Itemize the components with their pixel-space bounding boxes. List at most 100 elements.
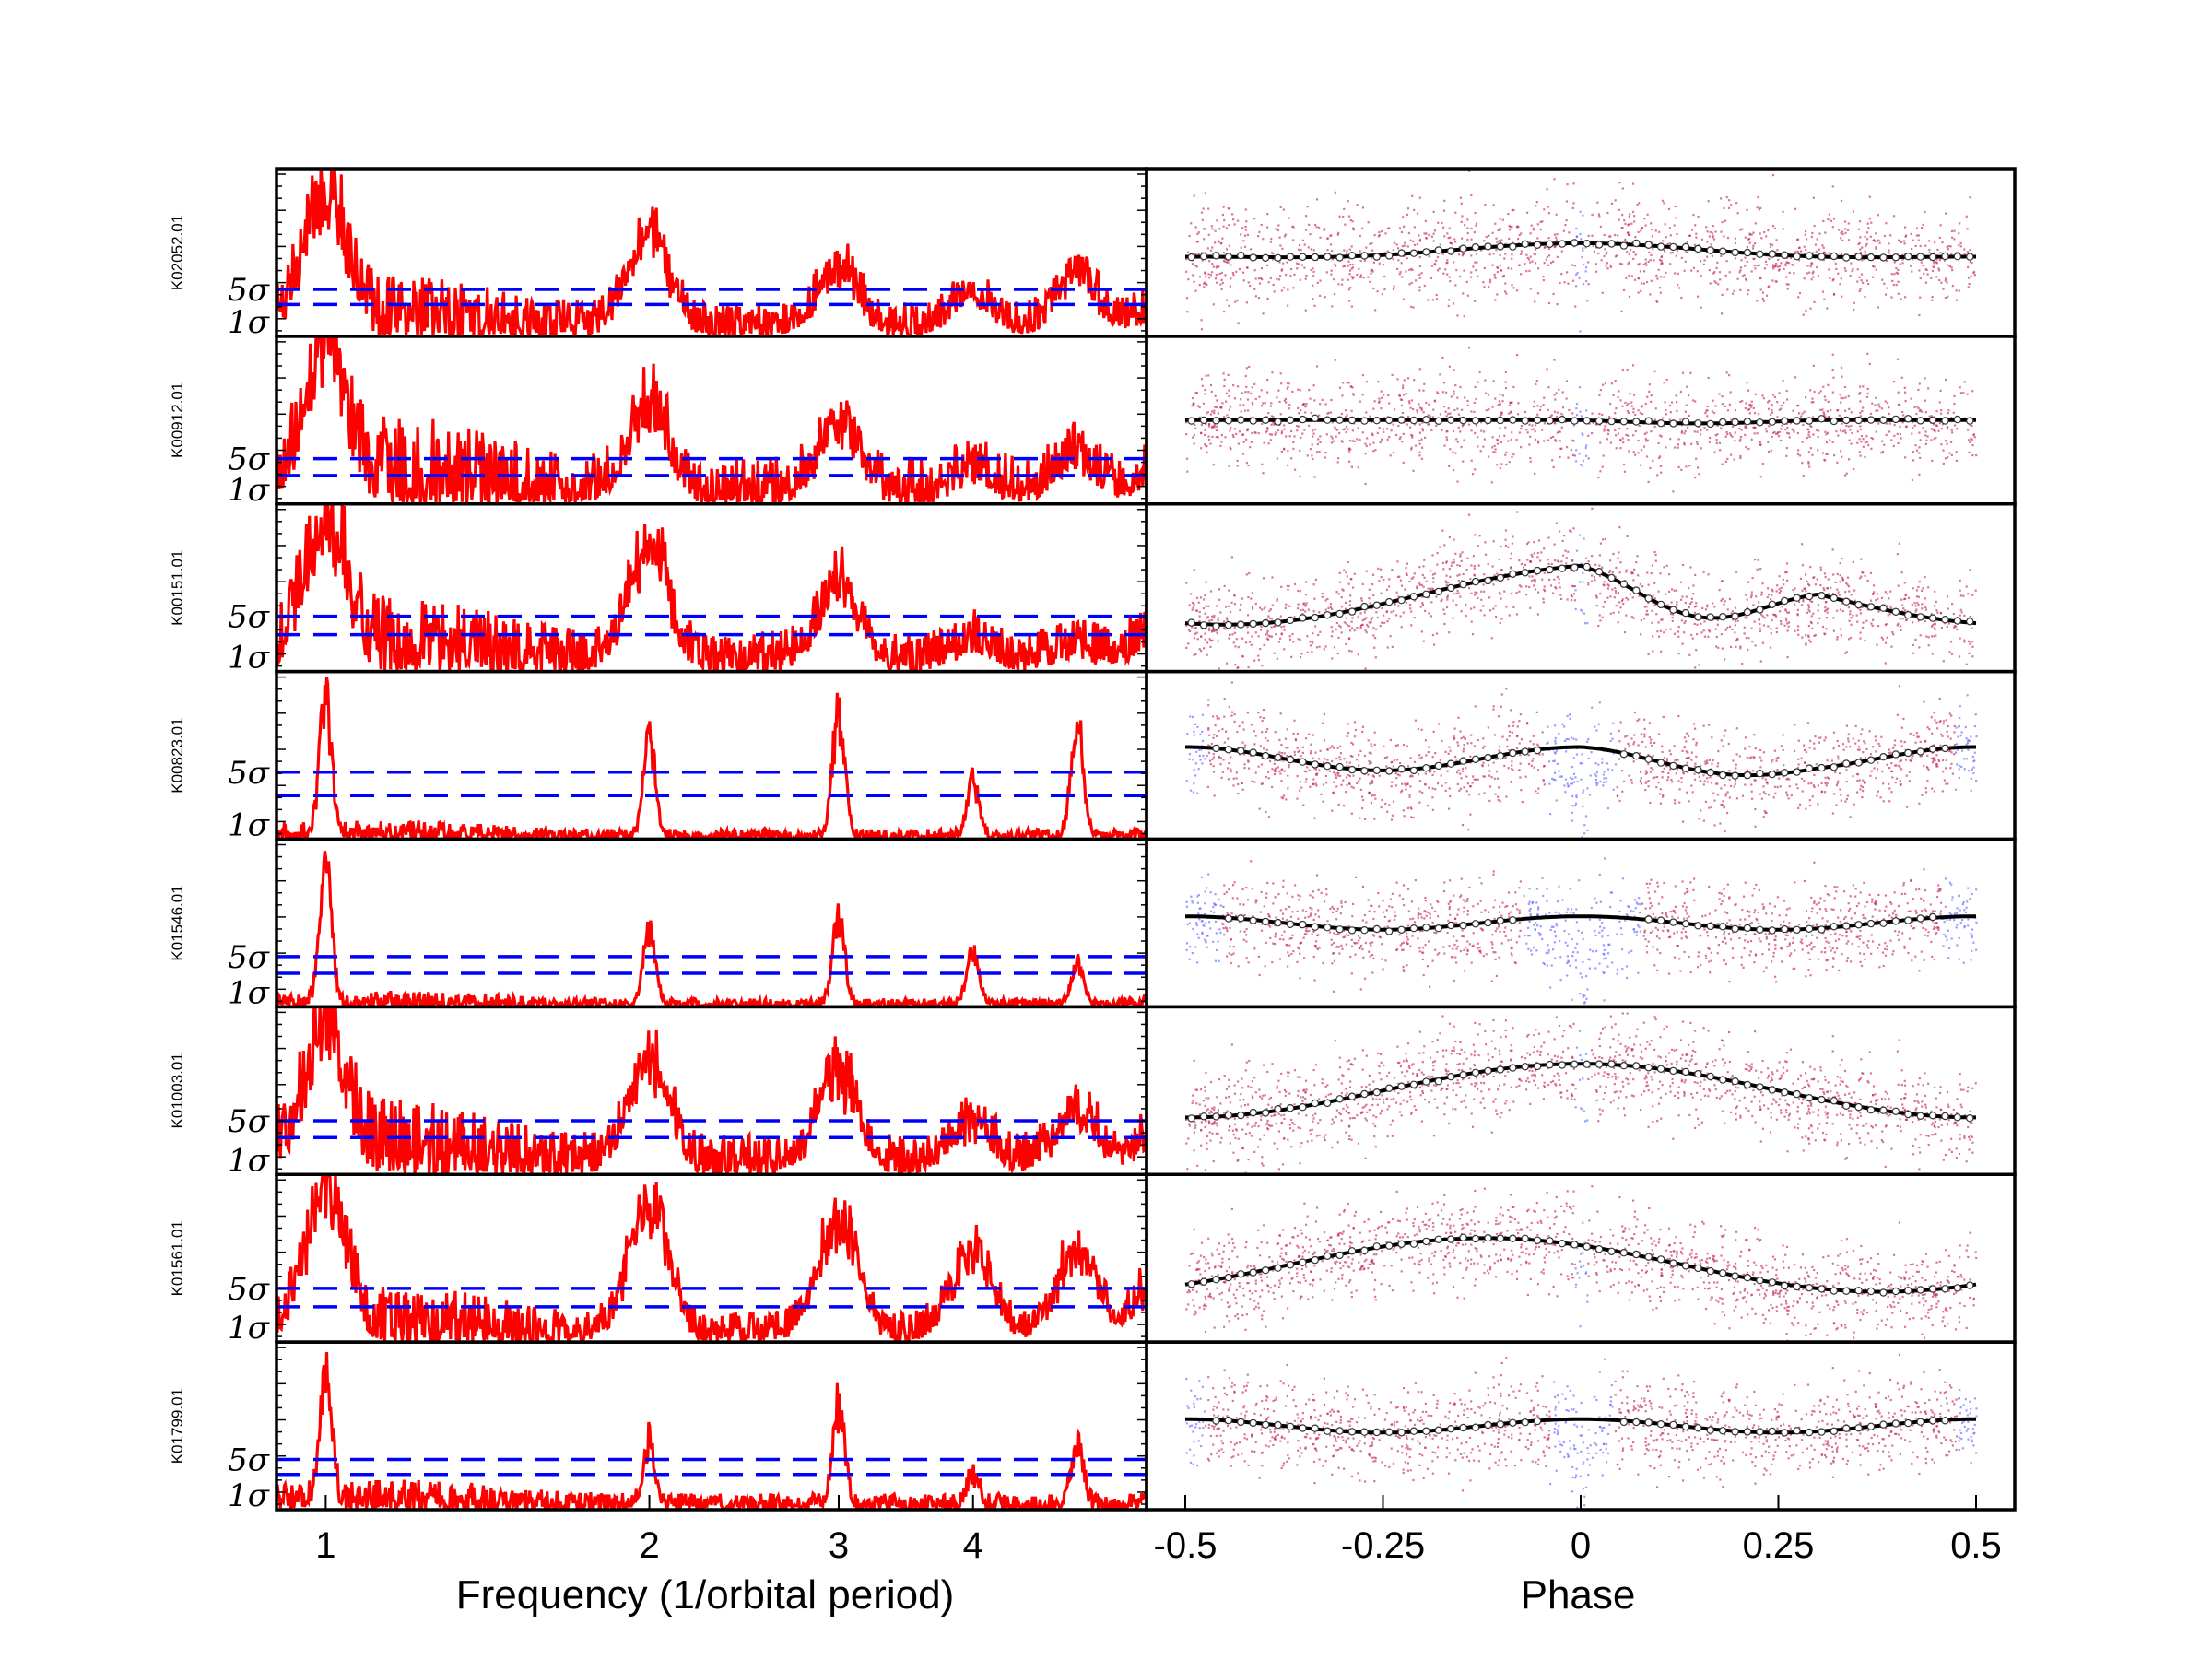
data-point (1959, 386, 1961, 389)
data-point (1346, 414, 1348, 417)
data-point (1843, 220, 1847, 223)
data-point (1917, 595, 1920, 598)
data-point (1343, 265, 1346, 267)
data-point (1280, 755, 1283, 758)
data-point (1895, 777, 1899, 780)
data-point (1859, 385, 1862, 388)
data-point (1544, 590, 1547, 593)
data-point (1291, 225, 1294, 228)
data-point (1216, 406, 1218, 409)
data-point (1238, 267, 1241, 271)
masked-point (1552, 759, 1555, 763)
periodogram-line (276, 169, 1147, 336)
data-point (1703, 635, 1706, 638)
data-point (1208, 734, 1211, 736)
data-point (1676, 589, 1678, 592)
data-point (1532, 735, 1535, 737)
data-point (1717, 750, 1720, 753)
data-point (1807, 608, 1810, 611)
data-point (1475, 778, 1477, 781)
data-point (1306, 651, 1309, 653)
data-point (1655, 613, 1658, 616)
data-point (1803, 587, 1806, 590)
data-point (1303, 266, 1306, 269)
data-point (1807, 782, 1810, 785)
data-point (1508, 412, 1511, 415)
data-point (1676, 401, 1678, 404)
binned-point (1644, 594, 1653, 603)
data-point (1416, 411, 1419, 414)
data-point (1601, 291, 1604, 294)
data-point (1739, 266, 1743, 269)
data-point (1886, 763, 1888, 766)
data-point (1650, 253, 1653, 256)
data-point (1766, 596, 1769, 599)
data-point (1185, 421, 1188, 424)
data-point (1798, 412, 1801, 415)
data-point (1406, 573, 1408, 576)
data-point (1497, 229, 1500, 231)
data-point (1660, 618, 1663, 621)
data-point (1824, 575, 1827, 579)
data-point (1340, 412, 1343, 416)
data-point (1937, 267, 1940, 270)
data-point (1641, 585, 1644, 588)
data-point (1284, 606, 1287, 609)
data-point (1674, 446, 1677, 449)
data-point (1453, 390, 1455, 393)
data-point (1456, 589, 1459, 593)
data-point (1565, 200, 1569, 203)
data-point (1735, 645, 1737, 648)
data-point (1595, 422, 1598, 426)
data-point (1744, 256, 1747, 259)
data-point (1549, 584, 1553, 587)
data-point (1950, 441, 1953, 443)
data-point (1594, 579, 1596, 582)
data-point (1331, 607, 1334, 610)
data-point (1534, 430, 1536, 433)
data-point (1338, 431, 1341, 435)
data-point (1298, 412, 1300, 415)
data-point (1840, 253, 1842, 255)
data-point (1291, 390, 1294, 393)
data-point (1429, 589, 1431, 592)
data-point (1638, 424, 1641, 428)
data-point (1410, 305, 1413, 308)
data-point (1636, 555, 1639, 558)
data-point (1594, 563, 1597, 566)
data-point (1802, 600, 1805, 603)
data-point (1739, 269, 1742, 272)
data-point (1361, 618, 1364, 622)
data-point (1599, 592, 1602, 595)
masked-point (1575, 460, 1578, 463)
data-point (1639, 270, 1642, 273)
data-point (1315, 646, 1319, 649)
data-point (1644, 438, 1647, 441)
data-point (1472, 265, 1475, 268)
binned-point (1372, 417, 1382, 425)
data-point (1687, 751, 1689, 754)
data-point (1379, 441, 1382, 444)
data-point (1208, 619, 1211, 622)
masked-point (1206, 754, 1208, 758)
data-point (1807, 606, 1810, 609)
data-point (1568, 231, 1571, 234)
data-point (1888, 613, 1891, 616)
data-point (1950, 653, 1953, 655)
data-point (1633, 394, 1636, 396)
data-point (1392, 765, 1394, 768)
data-point (1958, 655, 1961, 658)
data-point (1300, 248, 1302, 251)
data-point (1228, 465, 1230, 467)
data-point (1214, 277, 1218, 280)
data-point (1638, 718, 1641, 721)
data-point (1959, 594, 1962, 597)
data-point (1611, 571, 1614, 574)
data-point (1444, 268, 1447, 271)
data-point (1413, 617, 1416, 619)
data-point (1325, 433, 1328, 436)
data-point (1441, 253, 1444, 255)
binned-point (1372, 601, 1382, 609)
data-point (1500, 545, 1502, 548)
data-point (1719, 449, 1722, 452)
